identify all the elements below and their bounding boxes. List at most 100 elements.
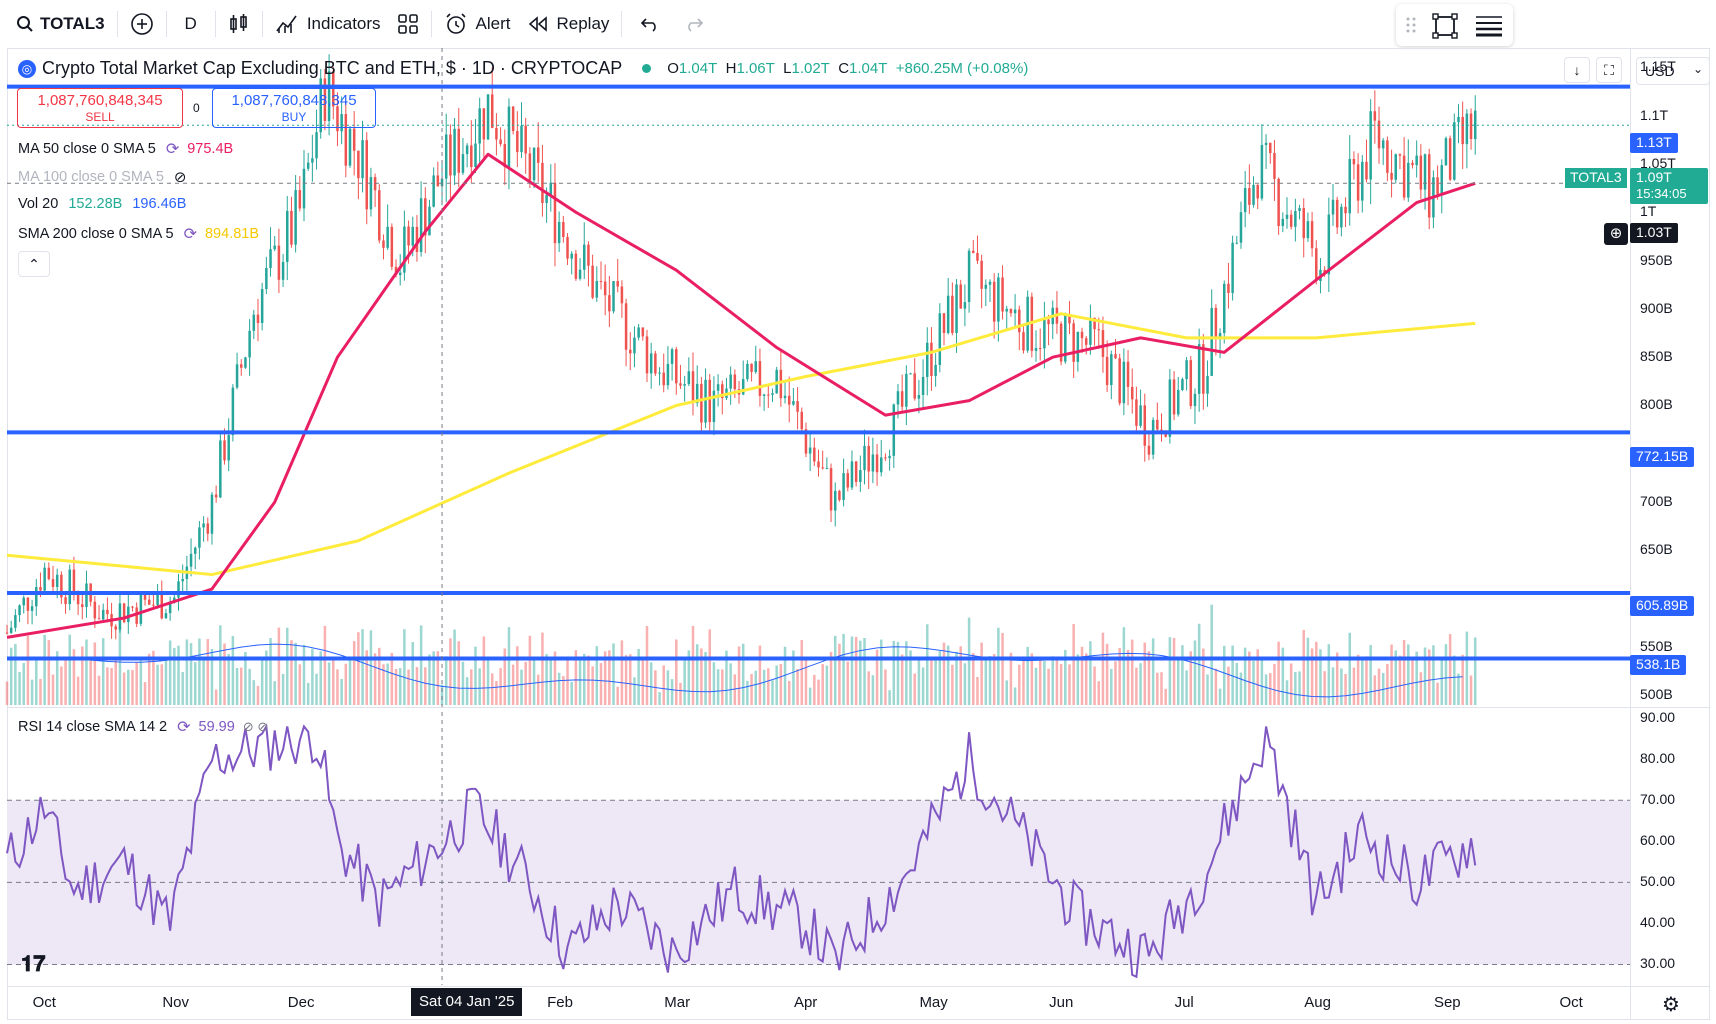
candle-body <box>1260 144 1264 199</box>
replay-button[interactable]: Replay <box>519 6 618 42</box>
volume-bar <box>637 648 640 705</box>
candle-body <box>658 372 661 374</box>
grid-icon <box>397 14 418 34</box>
interval-button[interactable]: D <box>171 6 211 42</box>
alert-button[interactable]: Alert <box>436 6 519 42</box>
volume-bar <box>1436 682 1439 705</box>
indicators-button[interactable]: Indicators <box>267 6 389 42</box>
current-price-tag: 1.09T 15:34:05 <box>1630 168 1708 204</box>
maximize-pane-button[interactable]: ⛶ <box>1596 57 1622 83</box>
candle-body <box>256 314 260 324</box>
pane-divider[interactable] <box>7 707 1710 708</box>
candle-body <box>1448 138 1452 180</box>
tradingview-logo: 𝟏𝟕 <box>21 951 46 976</box>
volume-bar <box>599 663 603 705</box>
volume-bar <box>817 679 820 705</box>
candle-body <box>449 134 452 176</box>
candle-body <box>687 371 691 385</box>
ma100-legend[interactable]: MA 100 close 0 SMA 5 ⊘ <box>18 169 187 186</box>
candle-body <box>641 327 645 337</box>
symbol-label: TOTAL3 <box>40 14 105 33</box>
rsi-axis-label: 50.00 <box>1640 873 1676 890</box>
rectangle-tool-icon[interactable] <box>1432 13 1458 39</box>
buy-button[interactable]: 1,087,760,848,345 BUY <box>212 88 376 128</box>
volume-bar <box>524 661 527 705</box>
candle-body <box>892 404 896 456</box>
volume-bar <box>871 675 875 705</box>
sma200-legend[interactable]: SMA 200 close 0 SMA 5 ⟳ 894.81B <box>18 226 259 243</box>
candle-body <box>879 457 883 473</box>
candle-body <box>223 440 226 461</box>
ma50-legend[interactable]: MA 50 close 0 SMA 5 ⟳ 975.4B <box>18 141 234 158</box>
candle-body <box>499 139 502 145</box>
candle-body <box>428 206 431 236</box>
candle-body <box>1386 140 1389 173</box>
candle-body <box>85 583 88 608</box>
volume-bar <box>101 638 105 705</box>
chevron-up-icon: ⌃ <box>28 255 40 272</box>
line-style-icon[interactable] <box>1474 14 1504 38</box>
candle-body <box>1118 358 1121 404</box>
sell-button[interactable]: 1,087,760,848,345 SELL <box>17 88 183 128</box>
undo-button[interactable] <box>626 6 674 42</box>
candle-body <box>762 394 766 396</box>
candle-body <box>286 210 289 262</box>
chart-type-button[interactable] <box>220 6 258 42</box>
volume-legend[interactable]: Vol 20 152.28B 196.46B <box>18 196 187 212</box>
candle-body <box>946 295 950 334</box>
candle-body <box>884 457 887 459</box>
volume-bar <box>808 687 812 705</box>
candle-body <box>1214 307 1218 340</box>
volume-bar <box>946 645 950 705</box>
layouts-button[interactable] <box>389 6 427 42</box>
volume-bar <box>603 651 607 705</box>
time-axis-label: Oct <box>1559 994 1583 1011</box>
rsi-legend[interactable]: RSI 14 close SMA 14 2 ⟳ 59.99 ⊘ ⊘ <box>18 719 269 736</box>
candle-body <box>302 168 306 209</box>
symbol-description[interactable]: Crypto Total Market Cap Excluding BTC an… <box>42 58 623 78</box>
hidden-icon: ⊘ ⊘ <box>242 719 269 734</box>
compare-button[interactable] <box>122 6 162 42</box>
volume-bar <box>716 669 720 705</box>
candle-body <box>516 131 519 153</box>
volume-bar <box>687 650 691 705</box>
volume-bar <box>35 660 38 705</box>
volume-bar <box>219 625 222 705</box>
volume-bar <box>478 668 481 705</box>
volume-bar <box>181 671 184 705</box>
candle-body <box>1034 348 1038 351</box>
redo-button[interactable] <box>674 6 714 42</box>
candle-body <box>511 106 515 132</box>
volume-bar <box>549 658 553 705</box>
candle-body <box>1381 140 1385 149</box>
volume-bar <box>662 665 665 705</box>
volume-bar <box>838 643 841 705</box>
candle-body <box>1402 155 1406 198</box>
collapse-legend-button[interactable]: ⌃ <box>18 251 50 277</box>
candle-body <box>177 581 180 598</box>
volume-bar <box>1018 664 1021 705</box>
candle-body <box>306 162 310 169</box>
settings-gear-icon[interactable]: ⚙ <box>1662 994 1680 1016</box>
drag-handle-icon[interactable] <box>1406 16 1416 34</box>
volume-bar <box>281 673 285 705</box>
horizontal-lines[interactable] <box>7 84 1630 661</box>
scroll-down-button[interactable]: ↓ <box>1564 57 1590 83</box>
symbol-search[interactable]: TOTAL3 <box>0 6 113 42</box>
candle-body <box>168 602 172 614</box>
currency-select[interactable]: USD ⌄ <box>1636 57 1710 85</box>
price-axis-label: 650B <box>1640 541 1673 558</box>
candle-body <box>164 613 168 619</box>
candle-body <box>18 605 21 616</box>
volume-bar <box>22 663 25 705</box>
volume-bar <box>1256 649 1259 705</box>
alarm-clock-icon <box>445 13 466 34</box>
time-axis-label: Jun <box>1049 994 1074 1011</box>
candle-body <box>1423 154 1427 190</box>
candle-body <box>909 373 912 375</box>
volume-bar <box>595 646 599 705</box>
time-axis-label: Jul <box>1174 994 1194 1011</box>
crosshair-add-button[interactable]: ⊕ <box>1604 223 1628 245</box>
candle-body <box>461 154 465 173</box>
